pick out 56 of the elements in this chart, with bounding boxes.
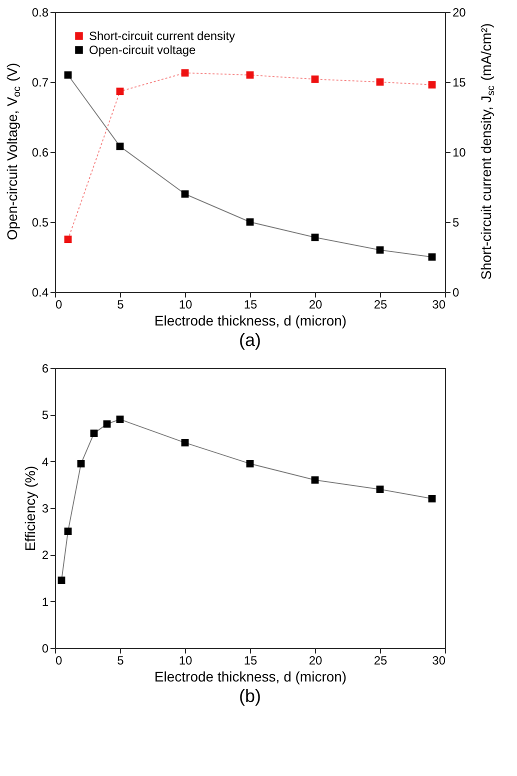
- point: [428, 81, 436, 89]
- y2-tick-label: 5: [452, 216, 460, 230]
- y2-tick-label: 20: [452, 6, 466, 20]
- y-tick-label: 5: [42, 408, 49, 422]
- point: [77, 460, 85, 468]
- point: [116, 88, 124, 96]
- y-tick-label: 3: [42, 502, 49, 516]
- y-axis-title: Open-circuit Voltage, Voc (V): [4, 62, 23, 240]
- y-tick-label: 1: [42, 594, 49, 609]
- x-axis-title: Electrode thickness, d (micron): [154, 312, 347, 328]
- x-tick-label: 30: [432, 298, 446, 312]
- x-tick-label: 0: [56, 298, 62, 312]
- x-tick-label: 30: [432, 654, 446, 668]
- y-tick-label: 6: [42, 362, 49, 376]
- y-tick-label: 0.5: [32, 216, 49, 230]
- x-tick-label: 0: [56, 654, 62, 668]
- y2-tick-label: 15: [452, 76, 466, 90]
- point: [376, 486, 384, 494]
- point: [58, 576, 66, 584]
- point: [311, 234, 319, 242]
- x-tick-label: 5: [117, 298, 124, 312]
- x-tick-label: 20: [308, 654, 322, 668]
- y-tick-label: 0.6: [32, 146, 49, 160]
- x-axis-title: Electrode thickness, d (micron): [154, 668, 347, 684]
- point: [181, 438, 189, 446]
- point: [246, 460, 254, 468]
- text: (a): [239, 330, 261, 350]
- y-tick-label: 0: [42, 642, 49, 656]
- y-tick-label: 0.4: [32, 286, 49, 300]
- x-tick-label: 15: [244, 654, 258, 668]
- point: [90, 430, 98, 438]
- y2-axis-title: Short-circuit current density, Jsc (mA/cm²): [478, 23, 497, 280]
- x-tick-label: 15: [244, 298, 258, 312]
- point: [181, 69, 189, 77]
- x-tick-label: 25: [374, 654, 388, 668]
- y-axis-title: Efficiency (%): [22, 466, 38, 552]
- legend-label: Short-circuit current density: [89, 29, 236, 43]
- point: [64, 236, 72, 244]
- point: [116, 142, 124, 150]
- x-tick-label: 25: [374, 298, 388, 312]
- point: [311, 75, 319, 83]
- y-tick-label: 0.7: [32, 76, 49, 90]
- point: [64, 528, 72, 536]
- point: [116, 416, 124, 424]
- point: [428, 494, 436, 502]
- y-tick-label: 2: [42, 548, 49, 562]
- x-tick-label: 10: [178, 654, 192, 668]
- y-tick-label: 0.8: [32, 6, 49, 20]
- x-tick-label: 10: [178, 298, 192, 312]
- y2-tick-label: 10: [452, 146, 466, 160]
- y2-tick-label: 0: [452, 286, 460, 300]
- x-tick-label: 20: [308, 298, 322, 312]
- y-tick-label: 4: [42, 454, 49, 469]
- text: (b): [239, 686, 261, 706]
- legend-label: Open-circuit voltage: [89, 43, 196, 57]
- x-tick-label: 5: [117, 654, 124, 668]
